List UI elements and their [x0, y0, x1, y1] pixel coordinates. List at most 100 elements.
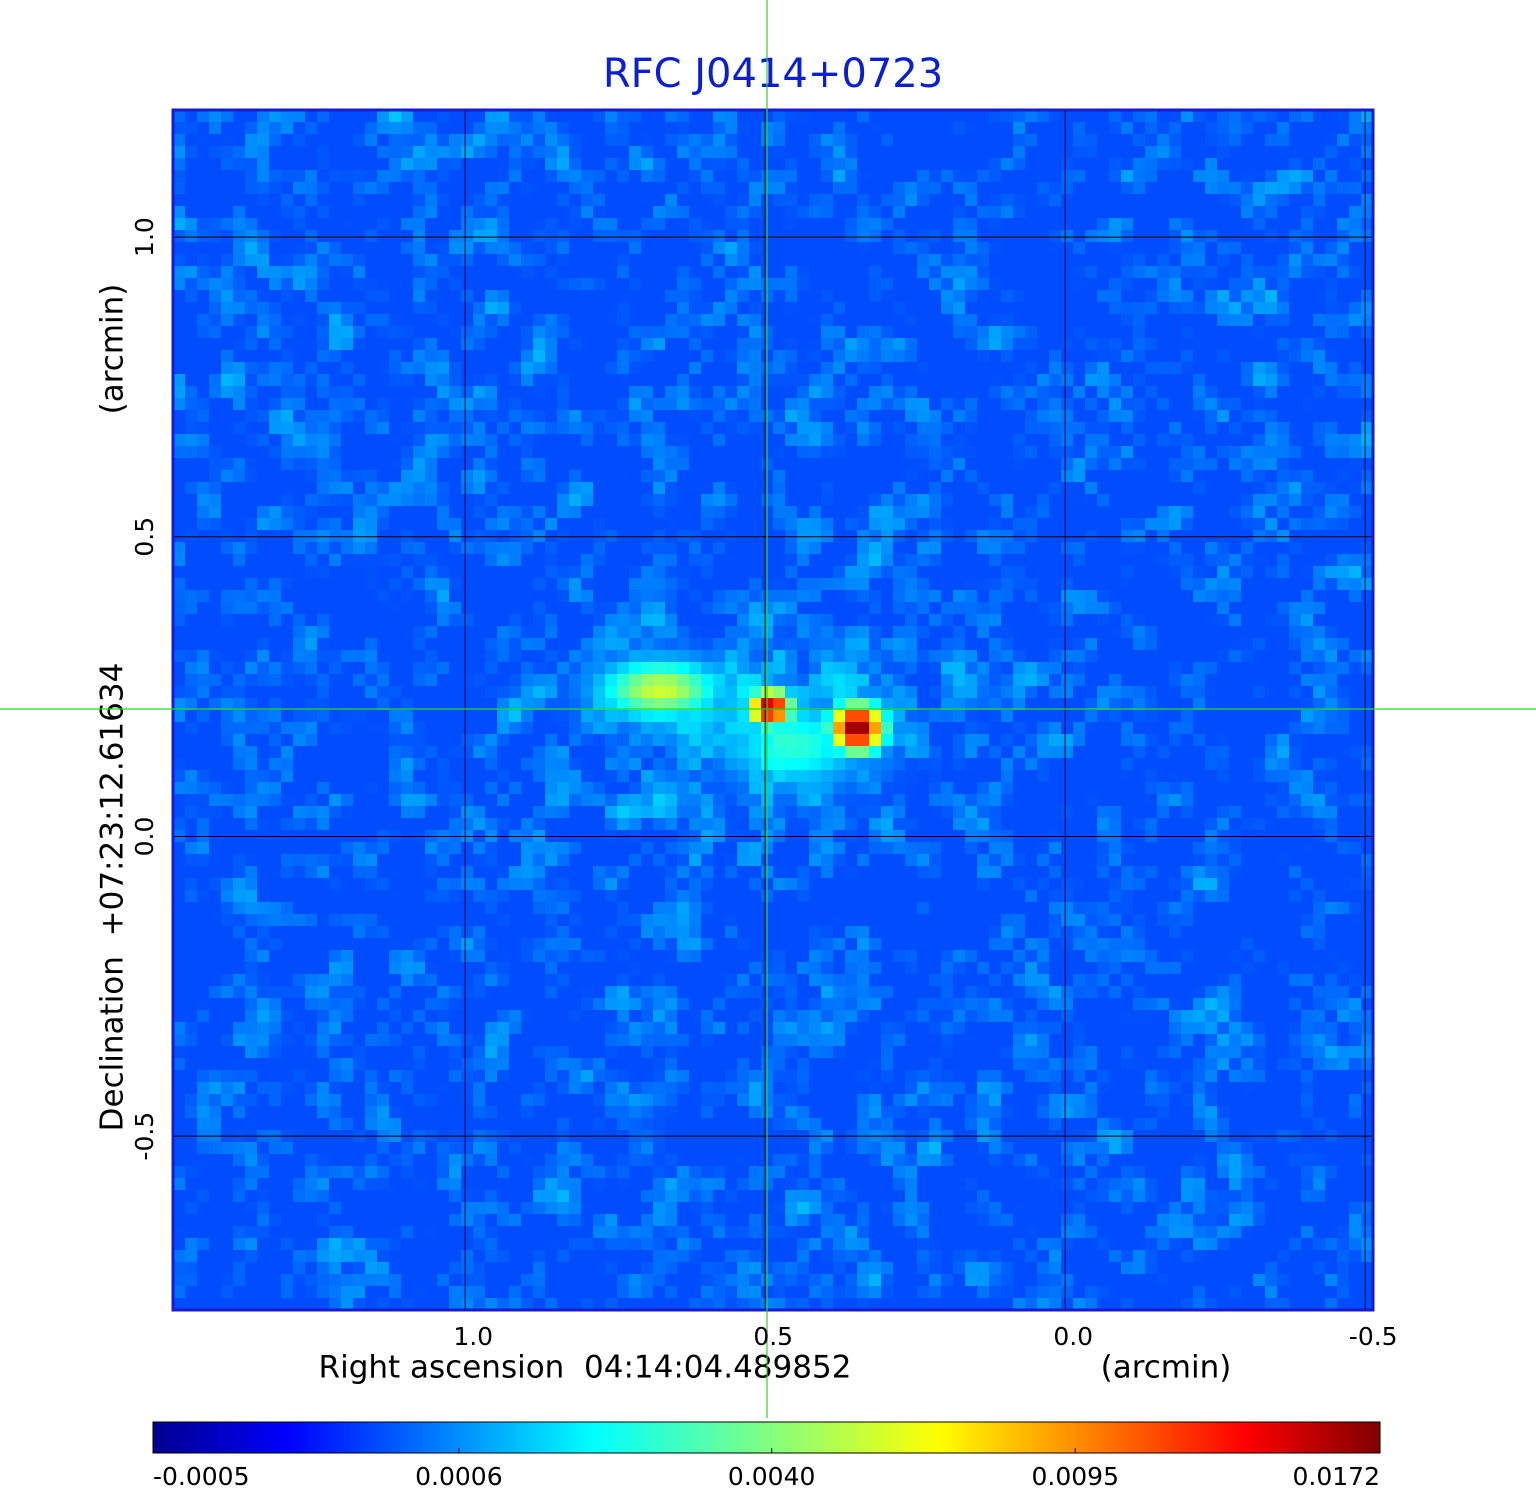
image-pixel: [1289, 218, 1302, 231]
image-pixel: [497, 230, 510, 243]
image-pixel: [545, 554, 558, 567]
image-pixel: [545, 218, 558, 231]
image-pixel: [905, 542, 918, 555]
image-pixel: [677, 590, 690, 603]
image-pixel: [1349, 182, 1362, 195]
image-pixel: [689, 686, 702, 699]
image-pixel: [1289, 590, 1302, 603]
image-pixel: [1289, 422, 1302, 435]
image-pixel: [785, 446, 798, 459]
image-pixel: [665, 134, 678, 147]
image-pixel: [557, 566, 570, 579]
image-pixel: [737, 506, 750, 519]
image-pixel: [1289, 170, 1302, 183]
image-pixel: [1289, 254, 1302, 267]
image-pixel: [1157, 266, 1170, 279]
image-pixel: [353, 566, 366, 579]
image-pixel: [725, 446, 738, 459]
image-pixel: [953, 170, 966, 183]
image-pixel: [725, 242, 738, 255]
image-pixel: [1337, 302, 1350, 315]
image-pixel: [473, 470, 486, 483]
image-pixel: [173, 230, 186, 243]
image-pixel: [617, 314, 630, 327]
image-pixel: [977, 110, 990, 123]
image-pixel: [653, 398, 666, 411]
image-pixel: [665, 410, 678, 423]
image-pixel: [557, 674, 570, 687]
image-pixel: [665, 254, 678, 267]
image-pixel: [449, 674, 462, 687]
image-pixel: [197, 242, 210, 255]
image-pixel: [233, 398, 246, 411]
image-pixel: [221, 278, 234, 291]
image-pixel: [281, 542, 294, 555]
image-pixel: [785, 458, 798, 471]
image-pixel: [305, 266, 318, 279]
image-pixel: [893, 326, 906, 339]
image-pixel: [641, 122, 654, 135]
image-pixel: [929, 566, 942, 579]
image-pixel: [1313, 374, 1326, 387]
image-pixel: [929, 362, 942, 375]
image-pixel: [581, 230, 594, 243]
image-pixel: [809, 698, 822, 711]
image-pixel: [917, 314, 930, 327]
image-pixel: [785, 230, 798, 243]
image-pixel: [1289, 194, 1302, 207]
image-pixel: [1037, 602, 1050, 615]
image-pixel: [1205, 146, 1218, 159]
image-pixel: [1229, 542, 1242, 555]
image-pixel: [953, 566, 966, 579]
image-pixel: [1037, 290, 1050, 303]
image-pixel: [509, 158, 522, 171]
image-pixel: [1085, 638, 1098, 651]
image-pixel: [1121, 314, 1134, 327]
image-pixel: [569, 518, 582, 531]
image-pixel: [281, 134, 294, 147]
image-pixel: [1157, 398, 1170, 411]
image-pixel: [809, 494, 822, 507]
image-pixel: [317, 314, 330, 327]
image-pixel: [1097, 494, 1110, 507]
image-pixel: [197, 350, 210, 363]
image-pixel: [1205, 422, 1218, 435]
image-pixel: [509, 542, 522, 555]
image-pixel: [521, 518, 534, 531]
image-pixel: [257, 218, 270, 231]
image-pixel: [1169, 422, 1182, 435]
image-pixel: [593, 122, 606, 135]
image-pixel: [221, 326, 234, 339]
image-pixel: [365, 146, 378, 159]
image-pixel: [821, 422, 834, 435]
image-pixel: [1025, 182, 1038, 195]
image-pixel: [689, 314, 702, 327]
image-pixel: [737, 434, 750, 447]
image-pixel: [521, 170, 534, 183]
image-pixel: [1109, 194, 1122, 207]
image-pixel: [725, 182, 738, 195]
image-pixel: [1085, 614, 1098, 627]
image-pixel: [809, 362, 822, 375]
image-pixel: [353, 578, 366, 591]
image-pixel: [1145, 518, 1158, 531]
image-pixel: [497, 146, 510, 159]
image-pixel: [329, 650, 342, 663]
image-pixel: [977, 458, 990, 471]
image-pixel: [413, 206, 426, 219]
image-pixel: [1037, 518, 1050, 531]
image-pixel: [1037, 242, 1050, 255]
image-pixel: [1289, 518, 1302, 531]
image-pixel: [1073, 422, 1086, 435]
image-pixel: [581, 470, 594, 483]
image-pixel: [317, 422, 330, 435]
image-pixel: [617, 698, 630, 711]
image-pixel: [1193, 422, 1206, 435]
image-pixel: [365, 278, 378, 291]
image-pixel: [305, 350, 318, 363]
image-pixel: [917, 122, 930, 135]
image-pixel: [833, 278, 846, 291]
image-pixel: [737, 182, 750, 195]
image-pixel: [629, 674, 642, 687]
image-pixel: [953, 242, 966, 255]
